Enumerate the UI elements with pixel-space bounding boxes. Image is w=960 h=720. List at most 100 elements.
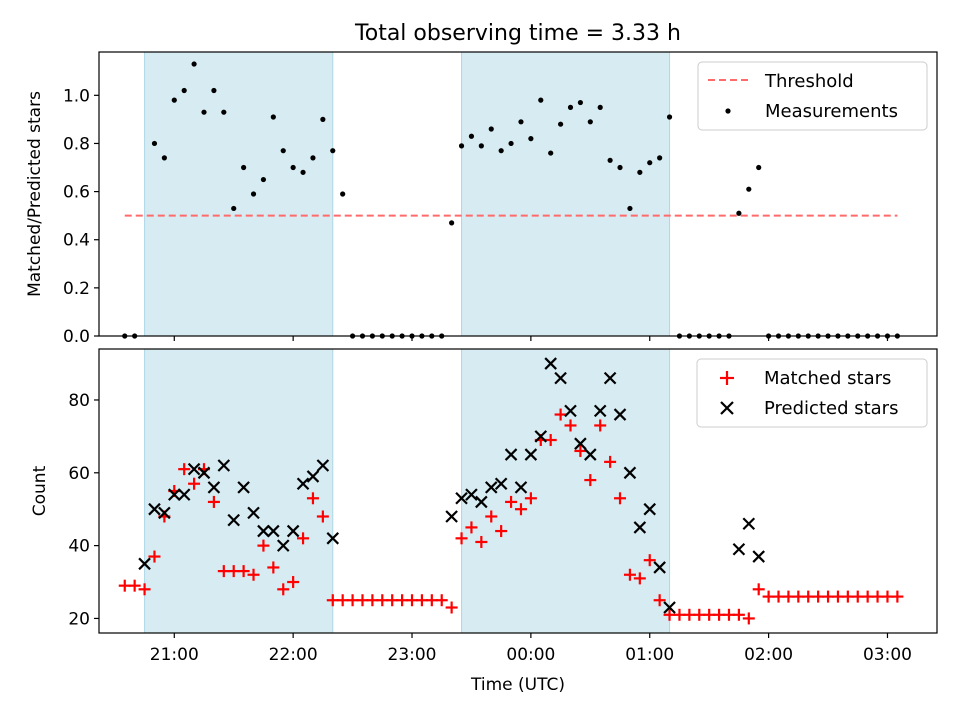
count-x-tick-label: 02:00 xyxy=(744,645,793,665)
measurement-point xyxy=(508,140,514,147)
observing-window-shading xyxy=(144,348,671,634)
measurement-point xyxy=(498,148,504,154)
matched-star-point xyxy=(732,608,745,621)
count-y-axis: 20 40 60 80 xyxy=(68,391,99,629)
predicted-star-point xyxy=(227,513,240,527)
predicted-star-point xyxy=(217,459,231,472)
predicted-star-point xyxy=(643,502,657,516)
ratio-x-ticks xyxy=(173,336,889,341)
count-x-tick-label: 21:00 xyxy=(150,645,199,665)
measurement-point xyxy=(468,133,475,139)
measurement-point xyxy=(557,121,564,127)
count-panel: 20 40 60 80 21:00 22:00 23:00 00:00 01:00 02:00 0… xyxy=(30,348,938,695)
measurement-point xyxy=(211,87,217,94)
ratio-panel: 0.0 0.2 0.4 0.6 0.8 1.0 Matched/Predicted sta… xyxy=(25,51,938,347)
matched-star-point xyxy=(554,408,567,421)
ratio-legend: Threshold Measurements xyxy=(697,61,928,131)
measurement-point xyxy=(756,164,762,171)
predicted-star-point xyxy=(187,462,201,476)
ratio-y-axis-label: Matched/Predicted stars xyxy=(25,91,45,297)
matched-star-point xyxy=(138,583,151,596)
matched-star-point xyxy=(435,594,448,607)
matched-star-point xyxy=(306,492,319,505)
measurement-point xyxy=(171,97,177,103)
predicted-star-point xyxy=(554,371,567,385)
measurement-point xyxy=(320,116,326,122)
shaded-interval-1 xyxy=(144,51,334,337)
count-x-tick-label: 01:00 xyxy=(625,645,674,665)
measurement-point xyxy=(548,150,554,156)
count-x-axis-label: Time (UTC) xyxy=(470,675,565,695)
count-x-tick-label: 03:00 xyxy=(863,645,912,665)
matched-star-point xyxy=(623,568,636,581)
matched-star-point xyxy=(752,583,765,596)
measurement-point xyxy=(340,191,346,197)
measurement-point xyxy=(231,205,237,212)
legend-threshold-label: Threshold xyxy=(764,71,854,92)
legend-measurements-label: Measurements xyxy=(765,101,898,122)
measurement-point xyxy=(528,136,534,142)
matched-star-point xyxy=(524,492,537,505)
predicted-star-point xyxy=(593,404,607,418)
predicted-star-point xyxy=(663,601,676,614)
matched-star-point xyxy=(594,419,607,432)
matched-star-point xyxy=(257,539,270,552)
matched-star-point xyxy=(574,444,587,457)
matched-star-point xyxy=(742,612,755,625)
predicted-star-point xyxy=(564,404,577,418)
matched-star-point xyxy=(643,554,656,567)
predicted-star-point xyxy=(296,477,310,490)
measurement-point xyxy=(151,140,158,147)
predicted-star-point xyxy=(732,542,746,556)
predicted-star-point xyxy=(306,470,320,483)
matched-star-point xyxy=(891,590,904,603)
count-y-tick-label: 20 xyxy=(68,609,90,629)
matched-star-point xyxy=(564,419,577,432)
predicted-star-point xyxy=(752,550,765,563)
matched-star-point xyxy=(445,601,458,614)
figure-title: Total observing time = 3.33 h xyxy=(354,21,681,46)
predicted-star-point xyxy=(603,371,617,385)
ratio-plot-frame xyxy=(98,51,938,337)
ratio-y-axis: 0.0 0.2 0.4 0.6 0.8 1.0 xyxy=(63,86,99,347)
matched-star-point xyxy=(465,521,478,534)
measurement-point xyxy=(280,148,286,154)
measurement-point xyxy=(577,99,584,106)
count-x-tick-label: 23:00 xyxy=(388,645,437,665)
count-x-tick-label: 00:00 xyxy=(506,645,555,665)
measurement-point xyxy=(518,119,524,125)
measurement-point xyxy=(478,143,484,149)
measurement-point xyxy=(666,114,673,120)
matched-star-point xyxy=(475,535,488,548)
count-y-tick-label: 40 xyxy=(68,537,90,557)
measurement-point xyxy=(617,164,623,171)
matched-star-point xyxy=(455,532,468,545)
measurement-point xyxy=(310,155,316,161)
predicted-star-point xyxy=(584,448,597,461)
measurement-point xyxy=(587,119,593,125)
matched-star-point xyxy=(247,568,260,581)
predicted-star-point xyxy=(475,495,488,509)
predicted-star-point xyxy=(158,506,171,520)
measurement-point xyxy=(260,176,267,183)
predicted-star-point xyxy=(465,488,478,501)
ratio-y-tick-label: 0.4 xyxy=(63,231,90,251)
predicted-star-point xyxy=(286,524,300,538)
predicted-star-point xyxy=(207,481,221,494)
matched-star-point xyxy=(584,474,597,487)
count-y-axis-label: Count xyxy=(30,465,50,516)
measurement-point xyxy=(250,191,257,197)
predicted-star-point xyxy=(138,557,151,571)
observing-window-shading xyxy=(144,51,671,337)
measurement-point xyxy=(330,148,336,154)
predicted-star-point xyxy=(177,488,191,501)
matched-star-point xyxy=(633,572,646,585)
shaded-interval-2 xyxy=(461,51,671,337)
measurement-point xyxy=(270,114,276,120)
predicted-star-point xyxy=(623,466,637,480)
ratio-y-tick-label: 0.2 xyxy=(63,279,90,299)
measurement-point xyxy=(597,104,603,110)
matched-stars-series xyxy=(118,408,904,625)
matched-star-point xyxy=(128,579,141,592)
measurement-point xyxy=(657,155,663,161)
